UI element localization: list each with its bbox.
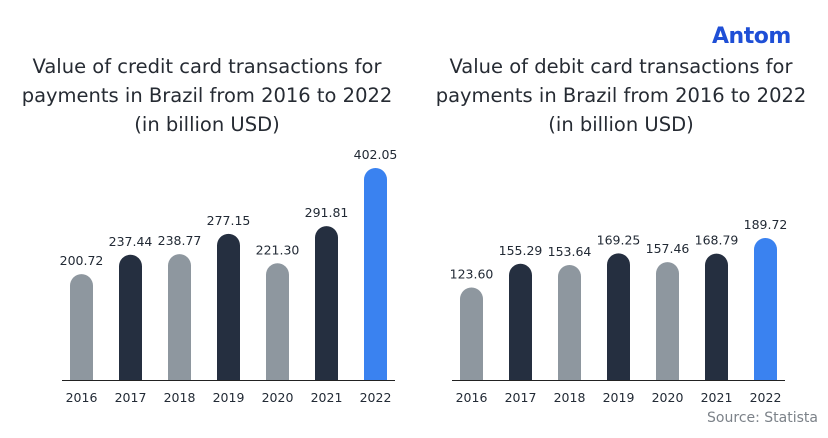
chart-title-line: payments in Brazil from 2016 to 2022 (435, 84, 807, 107)
x-tick-label: 2016 (66, 390, 98, 405)
x-tick-label: 2022 (360, 390, 392, 405)
data-label: 169.25 (597, 232, 641, 247)
chart-title-line: Value of credit card transactions for (32, 55, 382, 78)
data-label: 291.81 (305, 205, 349, 220)
x-tick-label: 2021 (311, 390, 343, 405)
x-tick-label: 2022 (750, 390, 782, 405)
x-tick-label: 2019 (213, 390, 245, 405)
credit-card-chart-panel: Value of credit card transactions for pa… (20, 52, 398, 405)
data-label: 189.72 (744, 217, 788, 232)
chart-title-line: Value of debit card transactions for (449, 55, 793, 78)
debit-card-chart-panel: Value of debit card transactions for pay… (414, 0, 828, 438)
bar (754, 238, 777, 380)
data-label: 155.29 (499, 243, 543, 258)
debit-card-bar-chart: 123.60 2016 155.29 2017 153.64 2018 169.25 2019… (450, 217, 788, 405)
bar (558, 265, 581, 380)
x-tick-label: 2020 (262, 390, 294, 405)
data-label: 153.64 (548, 244, 592, 259)
chart-title: Value of credit card transactions for pa… (20, 52, 394, 139)
bar (607, 253, 630, 380)
data-label: 277.15 (207, 213, 251, 228)
data-label: 402.05 (354, 147, 398, 162)
data-label: 157.46 (646, 241, 690, 256)
bar (217, 233, 240, 380)
chart-title-line: (in billion USD) (548, 113, 694, 136)
x-tick-label: 2020 (652, 390, 684, 405)
chart-title-line: payments in Brazil from 2016 to 2022 (21, 84, 393, 107)
data-label: 237.44 (109, 234, 153, 249)
x-tick-label: 2021 (701, 390, 733, 405)
chart-title: Value of debit card transactions for pay… (434, 52, 808, 139)
bar (460, 287, 483, 380)
bar (266, 263, 289, 380)
data-label: 123.60 (450, 266, 494, 281)
x-tick-label: 2019 (603, 390, 635, 405)
x-tick-label: 2018 (554, 390, 586, 405)
bar (705, 253, 728, 380)
x-tick-label: 2018 (164, 390, 196, 405)
x-tick-label: 2017 (505, 390, 537, 405)
data-label: 168.79 (695, 233, 739, 248)
brand-logo: Antom (712, 24, 791, 49)
bar (119, 254, 142, 380)
bar (315, 226, 338, 380)
bar (509, 263, 532, 380)
x-tick-label: 2017 (115, 390, 147, 405)
source-note: Source: Statista (707, 410, 818, 426)
bar (168, 254, 191, 380)
data-label: 238.77 (158, 233, 202, 248)
data-label: 221.30 (256, 242, 300, 257)
credit-card-bar-chart: 200.72 2016 237.44 2017 238.77 2018 277.15 2019… (60, 147, 398, 405)
chart-title-line: (in billion USD) (134, 113, 280, 136)
bar (656, 262, 679, 380)
bar (70, 274, 94, 380)
x-tick-label: 2016 (456, 390, 488, 405)
data-label: 200.72 (60, 253, 104, 268)
bar (364, 168, 387, 380)
